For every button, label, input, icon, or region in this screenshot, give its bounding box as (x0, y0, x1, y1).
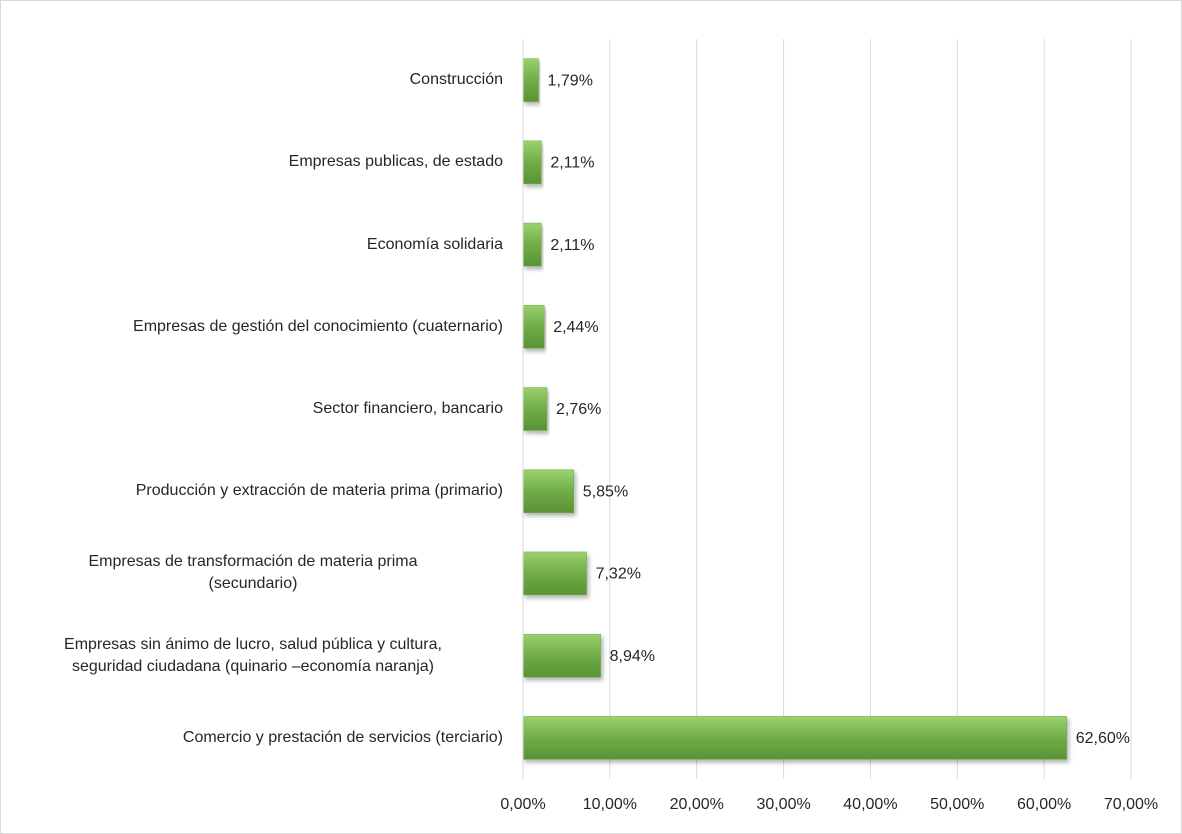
x-tick-label: 10,00% (583, 796, 637, 813)
category-label: Empresas de transformación de materia pr… (88, 553, 418, 593)
data-label: 2,76% (556, 401, 601, 418)
data-label: 1,79% (548, 72, 593, 89)
bar (522, 716, 1067, 760)
data-label: 2,44% (553, 319, 598, 336)
data-label: 2,11% (550, 237, 594, 254)
bar (522, 469, 575, 513)
x-tick-label: 30,00% (756, 796, 810, 813)
data-label: 5,85% (583, 483, 628, 500)
data-label: 62,60% (1076, 730, 1130, 747)
category-label: Empresas sin ánimo de lucro, salud públi… (64, 635, 442, 675)
data-label: 8,94% (610, 648, 655, 665)
category-label: Construcción (409, 71, 503, 89)
category-label: Comercio y prestación de servicios (terc… (182, 728, 503, 746)
bar (522, 387, 548, 431)
data-label: 7,32% (596, 566, 641, 583)
x-tick-label: 70,00% (1104, 796, 1158, 813)
category-label: Producción y extracción de materia prima… (135, 482, 503, 500)
x-tick-label: 20,00% (670, 796, 724, 813)
bar (522, 58, 539, 102)
bar (522, 551, 587, 596)
bar (522, 222, 542, 267)
category-label: Empresas publicas, de estado (288, 153, 503, 171)
x-tick-label: 60,00% (1017, 796, 1071, 813)
data-label: 2,11% (550, 155, 594, 172)
bar (522, 305, 545, 349)
bar (522, 140, 542, 185)
category-label: Empresas de gestión del conocimiento (cu… (133, 317, 503, 335)
x-tick-label: 40,00% (843, 796, 897, 813)
x-tick-label: 0,00% (500, 796, 545, 813)
category-label: Sector financiero, bancario (312, 400, 503, 417)
category-label: Economía solidaria (366, 235, 503, 253)
bar (522, 633, 601, 678)
x-tick-label: 50,00% (930, 796, 984, 813)
